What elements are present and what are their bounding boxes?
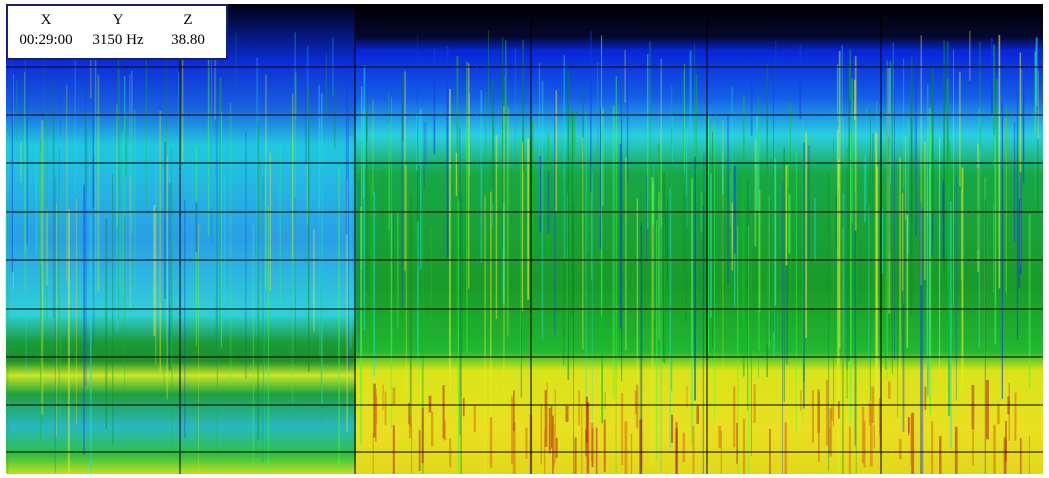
cursor-readout: X 00:29:00 Y 3150 Hz Z 38.80 bbox=[6, 4, 228, 60]
readout-header: Z bbox=[183, 12, 193, 28]
grid bbox=[6, 4, 1043, 474]
readout-x: X 00:29:00 bbox=[10, 10, 82, 50]
readout-value: 00:29:00 bbox=[19, 32, 73, 48]
readout-header: Y bbox=[112, 12, 124, 28]
readout-value: 38.80 bbox=[171, 32, 205, 48]
texture bbox=[5, 30, 1039, 474]
spectrum-left bbox=[6, 4, 356, 474]
readout-y: Y 3150 Hz bbox=[82, 10, 154, 50]
readout-z: Z 38.80 bbox=[152, 10, 224, 50]
readout-header: X bbox=[40, 12, 52, 28]
spectrum-right bbox=[356, 4, 1043, 474]
readout-value: 3150 Hz bbox=[92, 32, 144, 48]
